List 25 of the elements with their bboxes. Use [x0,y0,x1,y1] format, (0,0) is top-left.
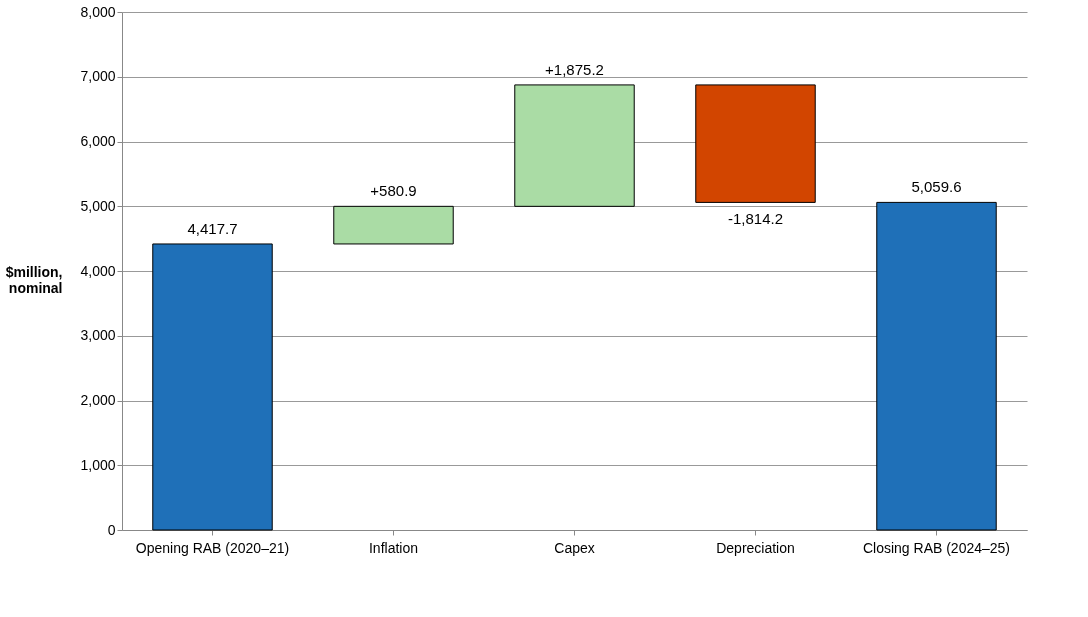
data-label: 4,417.7 [187,219,238,237]
y-tick-label: 5,000 [80,197,116,214]
y-axis-title: $million, nominal [5,263,63,296]
x-tick-label: Inflation [368,539,419,556]
bar [333,205,454,245]
x-tick-label: Depreciation [716,539,795,556]
x-tick-label: Closing RAB (2024–25) [862,539,1011,556]
y-tick-label: 3,000 [80,327,116,344]
data-label: 5,059.6 [911,178,962,196]
y-tick-label: 1,000 [80,456,116,473]
y-tick-label: 4,000 [80,262,116,279]
bar [876,201,997,531]
y-tick-label: 6,000 [80,133,116,149]
y-tick-label: 7,000 [80,68,116,85]
y-tick-label: 8,000 [80,3,116,20]
x-tick-label: Capex [554,539,595,556]
y-tick-label: 2,000 [80,392,116,408]
bar [695,84,816,203]
data-label: +580.9 [370,182,417,200]
bar [514,84,635,207]
x-tick-label: Opening RAB (2020–21) [135,539,290,556]
bar [152,243,273,531]
data-label: +1,875.2 [545,60,604,78]
data-label: -1,814.2 [727,210,784,228]
y-tick-label: 0 [107,521,116,538]
